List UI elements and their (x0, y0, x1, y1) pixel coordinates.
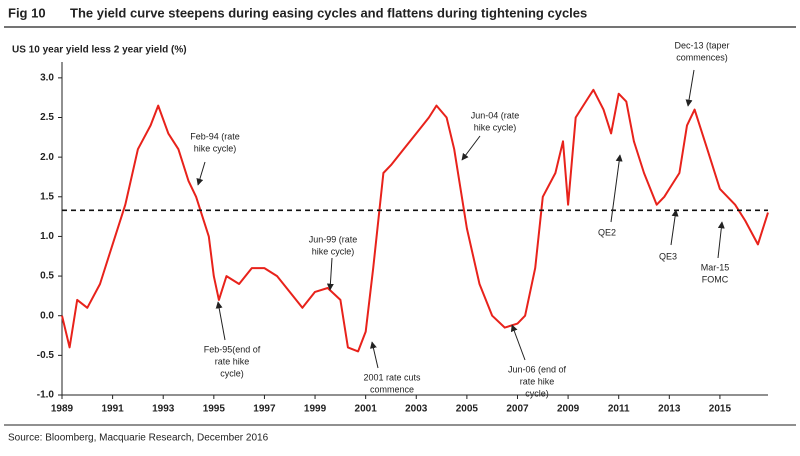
y-tick-label: 1.5 (40, 191, 54, 202)
x-tick-label: 2009 (557, 404, 580, 415)
chart-title: The yield curve steepens during easing c… (70, 5, 587, 20)
annotation-arrow (670, 209, 679, 246)
annotation: Dec-13 (taper (674, 40, 729, 50)
x-tick-label: 1997 (253, 404, 276, 415)
x-tick-label: 1993 (152, 404, 175, 415)
annotation-arrow (610, 154, 623, 223)
data-line (61, 88, 769, 353)
y-tick-label: -0.5 (37, 350, 55, 361)
annotation-arrow (215, 301, 226, 341)
annotation-arrow (326, 257, 334, 291)
x-tick-label: 1989 (51, 404, 74, 415)
x-tick-label: 2003 (405, 404, 428, 415)
x-tick-label: 1995 (203, 404, 226, 415)
annotation: Jun-99 (rate (309, 234, 358, 244)
annotation: Feb-95(end of (204, 344, 261, 354)
x-tick-label: 2011 (608, 404, 630, 415)
annotation: hike cycle) (194, 143, 237, 153)
x-tick-label: 1999 (304, 404, 327, 415)
annotation: 2001 rate cuts (363, 372, 421, 382)
annotation: rate hike (215, 356, 250, 366)
x-tick-label: 2013 (658, 404, 681, 415)
annotation: Mar-15 (701, 262, 730, 272)
x-tick-label: 1991 (101, 404, 124, 415)
annotation-arrow (461, 135, 481, 161)
x-tick-label: 2015 (709, 404, 732, 415)
y-tick-label: 0.5 (40, 271, 54, 282)
y-tick-label: -1.0 (37, 390, 55, 401)
annotation-arrow (717, 221, 725, 259)
annotation: cycle) (220, 368, 244, 378)
annotation: FOMC (702, 274, 729, 284)
figure-label: Fig 10 (8, 5, 46, 20)
annotation-arrow (196, 161, 206, 186)
annotation-arrow (510, 324, 526, 361)
source: Source: Bloomberg, Macquarie Research, D… (8, 433, 269, 444)
annotation: QE3 (659, 251, 677, 261)
annotation: hike cycle) (474, 122, 517, 132)
annotation: commence (370, 384, 414, 394)
annotation: Jun-06 (end of (508, 364, 567, 374)
x-tick-label: 2007 (506, 404, 529, 415)
annotation: Jun-04 (rate (471, 110, 520, 120)
annotation: hike cycle) (312, 246, 355, 256)
annotation: commences) (676, 52, 728, 62)
y-tick-label: 3.0 (40, 72, 54, 83)
annotation: cycle) (525, 388, 549, 398)
annotation: QE2 (598, 227, 616, 237)
x-tick-label: 2001 (355, 404, 378, 415)
annotation-arrow (370, 341, 379, 369)
y-axis-label: US 10 year yield less 2 year yield (%) (12, 45, 187, 56)
annotation: Feb-94 (rate (190, 131, 240, 141)
y-tick-label: 1.0 (40, 231, 54, 242)
annotation: rate hike (520, 376, 555, 386)
annotation-arrow (685, 69, 695, 107)
y-tick-label: 2.0 (40, 152, 54, 163)
y-tick-label: 2.5 (40, 112, 54, 123)
y-tick-label: 0.0 (40, 310, 54, 321)
x-tick-label: 2005 (456, 404, 479, 415)
